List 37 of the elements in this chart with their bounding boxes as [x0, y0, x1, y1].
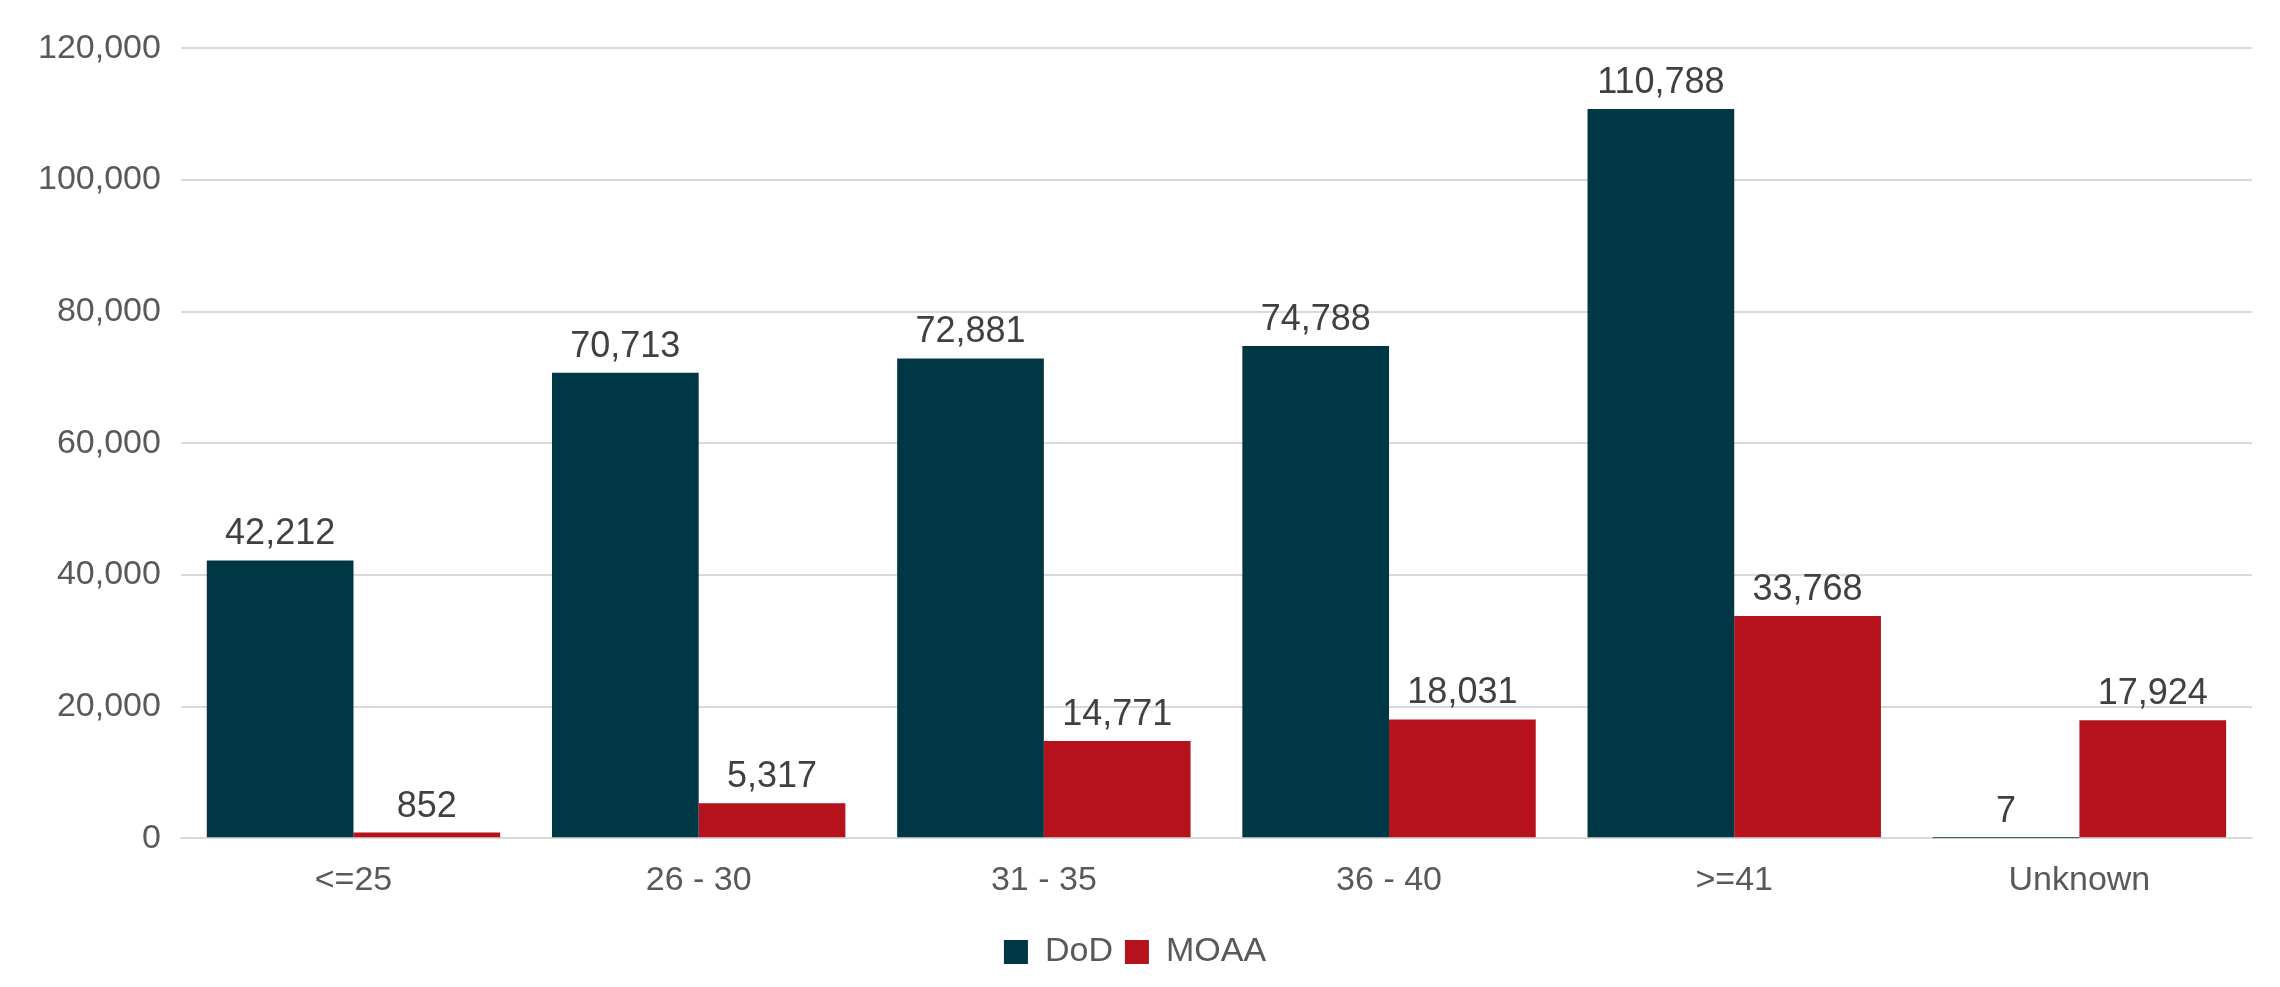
y-tick-label: 0	[141, 816, 161, 855]
bar	[2079, 720, 2227, 838]
y-tick-label: 120,000	[38, 26, 161, 65]
y-tick-label: 60,000	[56, 421, 161, 460]
bar	[897, 358, 1044, 838]
x-tick-label: 36 - 40	[1336, 858, 1442, 897]
bar	[1734, 615, 1881, 838]
x-tick-label: 26 - 30	[645, 858, 752, 897]
y-tick-label: 40,000	[56, 553, 161, 592]
x-tick-label: Unknown	[2008, 858, 2151, 897]
data-label: 110,788	[1597, 59, 1725, 101]
legend-label: MOAA	[1165, 930, 1267, 969]
y-tick-label: 80,000	[56, 290, 161, 329]
data-label: 18,031	[1407, 670, 1518, 712]
data-label: 14,771	[1062, 691, 1173, 733]
data-label: 7	[1996, 789, 2017, 831]
data-label: 17,924	[2097, 671, 2208, 713]
data-label: 74,788	[1260, 296, 1371, 338]
data-label: 852	[396, 783, 457, 825]
data-label: 42,212	[225, 511, 336, 553]
x-tick-label: <=25	[314, 858, 393, 897]
x-tick-label: >=41	[1695, 858, 1773, 897]
data-label: 33,768	[1752, 566, 1863, 608]
bar	[206, 560, 354, 838]
y-tick-label: 100,000	[38, 158, 161, 197]
data-label: 70,713	[570, 323, 681, 365]
data-label: 5,317	[726, 754, 818, 796]
data-label: 72,881	[915, 309, 1026, 351]
bar	[1043, 740, 1191, 838]
y-tick-label: 20,000	[56, 684, 161, 723]
bar	[1389, 719, 1536, 838]
bar	[1242, 345, 1390, 838]
x-tick-label: 31 - 35	[990, 858, 1097, 897]
bar	[551, 372, 699, 838]
bar	[698, 803, 846, 838]
bar	[1587, 109, 1735, 838]
legend-label: DoD	[1044, 930, 1113, 969]
